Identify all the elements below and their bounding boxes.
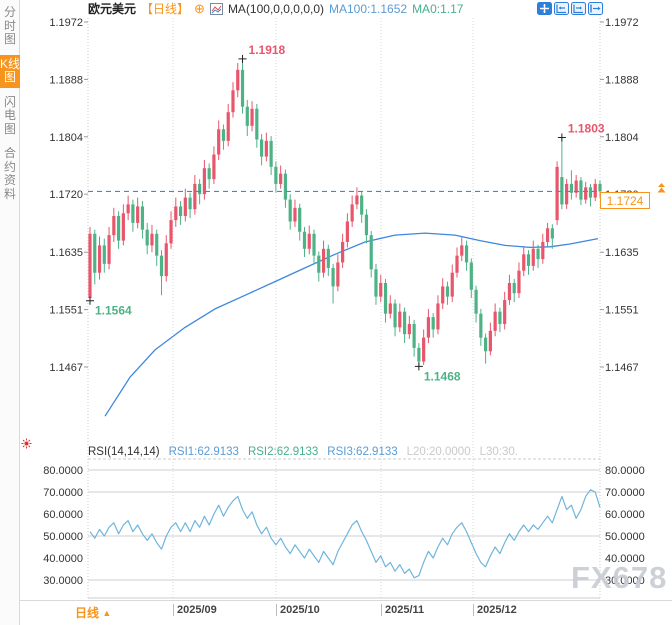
- sidebar-item-time-chart[interactable]: 分时图: [3, 5, 16, 46]
- ma0-value-label: MA0:1.17: [412, 1, 464, 16]
- svg-text:70.0000: 70.0000: [605, 487, 645, 499]
- svg-text:50.0000: 50.0000: [43, 531, 83, 543]
- svg-text:1.1888: 1.1888: [49, 74, 83, 86]
- rsi3-value-label: RSI3:62.9133: [327, 445, 398, 458]
- svg-text:1.1551: 1.1551: [49, 305, 83, 317]
- rsi-legend: RSI(14,14,14) RSI1:62.9133 RSI2:62.9133 …: [88, 445, 518, 458]
- svg-text:30.0000: 30.0000: [43, 575, 83, 587]
- ma-formula-label: MA(100,0,0,0,0,0): [227, 1, 324, 16]
- period-selector-label: 日线: [75, 606, 100, 620]
- chart-toolbar: [537, 2, 603, 15]
- svg-text:1.1972: 1.1972: [605, 17, 639, 29]
- svg-text:60.0000: 60.0000: [605, 509, 645, 521]
- svg-text:30.0000: 30.0000: [605, 575, 645, 587]
- rsi1-value-label: RSI1:62.9133: [168, 445, 239, 458]
- symbol-name: 欧元美元: [88, 2, 137, 16]
- svg-text:1.1564: 1.1564: [95, 304, 132, 318]
- zoom-in-chart-icon[interactable]: [554, 2, 569, 15]
- sidebar-item-contract-info[interactable]: 合约资料: [3, 146, 16, 201]
- svg-text:1.1635: 1.1635: [49, 247, 83, 259]
- date-label: 2025/11: [381, 604, 424, 616]
- ma-chart-icon: [209, 2, 223, 15]
- ma100-value-label: MA100:1.1652: [329, 1, 408, 16]
- zoom-out-chart-icon[interactable]: [571, 2, 586, 15]
- period-selector-button[interactable]: 日线 ▲: [75, 604, 111, 621]
- date-label: 2025/09: [173, 604, 217, 616]
- svg-text:50.0000: 50.0000: [605, 531, 645, 543]
- svg-text:1.1468: 1.1468: [424, 369, 461, 383]
- period-selector-arrow-icon: ▲: [102, 608, 112, 618]
- chart-header: 欧元美元 【日线】 ⊕ MA(100,0,0,0,0,0) MA100:1.16…: [88, 0, 464, 17]
- svg-text:60.0000: 60.0000: [43, 509, 83, 521]
- time-axis-bar: 日线 ▲ 2025/09 2025/10 2025/11 2025/12: [20, 600, 672, 625]
- svg-text:40.0000: 40.0000: [605, 553, 645, 565]
- svg-text:1.1467: 1.1467: [49, 362, 83, 374]
- price-up-arrow-icon: [655, 181, 668, 199]
- svg-text:1.1467: 1.1467: [605, 362, 639, 374]
- svg-text:1.1918: 1.1918: [249, 43, 286, 57]
- date-label: 2025/10: [276, 604, 320, 616]
- date-label: 2025/12: [473, 604, 517, 616]
- svg-text:70.0000: 70.0000: [43, 487, 83, 499]
- svg-text:1.1551: 1.1551: [605, 305, 639, 317]
- sidebar-item-kline-chart[interactable]: K线图: [0, 54, 20, 88]
- sidebar-item-lightning-chart[interactable]: 闪电图: [3, 94, 16, 136]
- crosshair-move-icon[interactable]: [537, 2, 552, 15]
- rsi-formula-label: RSI(14,14,14): [88, 445, 160, 458]
- current-price-tag: 1.1724: [600, 192, 650, 210]
- svg-text:1.1804: 1.1804: [49, 132, 83, 144]
- svg-text:1.1804: 1.1804: [605, 132, 639, 144]
- svg-text:1.1635: 1.1635: [605, 247, 639, 259]
- rsi2-value-label: RSI2:62.9133: [247, 445, 319, 458]
- candlestick-and-rsi-chart[interactable]: 1.1972 1.1972 1.1888 1.1888 1.1804 1.1804 1.17…: [20, 0, 672, 600]
- rsi-l20-label: L20:20.0000: [406, 445, 471, 458]
- svg-text:40.0000: 40.0000: [43, 553, 83, 565]
- rsi-settings-icon[interactable]: [21, 436, 32, 454]
- add-indicator-icon[interactable]: ⊕: [194, 0, 205, 16]
- svg-text:1.1888: 1.1888: [605, 74, 639, 86]
- svg-text:1.1803: 1.1803: [568, 121, 605, 135]
- svg-text:1.1720: 1.1720: [49, 189, 83, 201]
- chart-type-sidebar: 分时图 K线图 闪电图 合约资料: [0, 0, 20, 625]
- svg-text:1.1972: 1.1972: [49, 17, 83, 29]
- rsi-l30-label: L30:30.: [479, 445, 518, 458]
- svg-text:80.0000: 80.0000: [43, 465, 83, 477]
- pan-right-icon[interactable]: [588, 2, 603, 15]
- fx678-watermark: FX678: [571, 560, 668, 595]
- svg-text:80.0000: 80.0000: [605, 465, 645, 477]
- period-tag: 【日线】: [141, 2, 190, 16]
